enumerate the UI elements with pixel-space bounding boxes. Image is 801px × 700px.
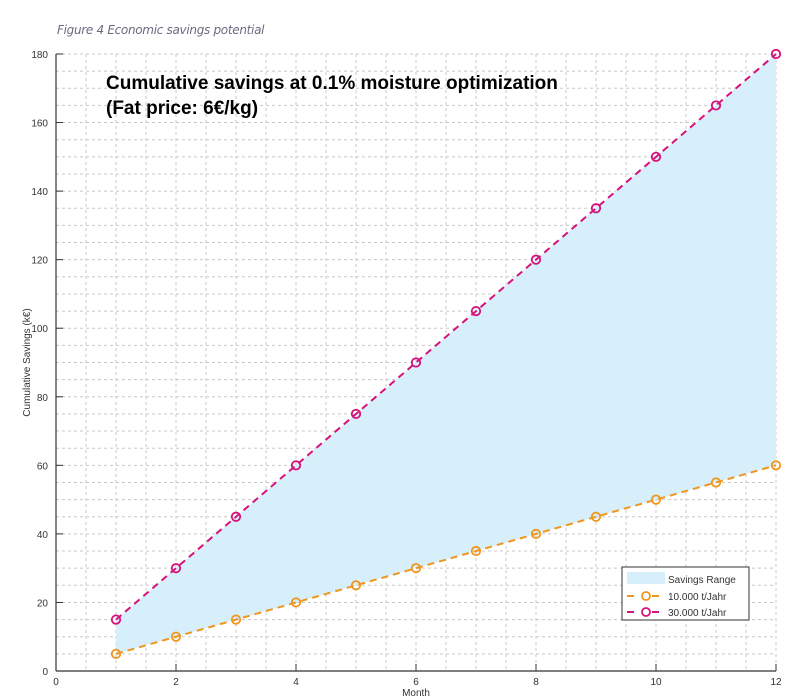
- y-tick-label: 20: [37, 598, 49, 609]
- data-point: [110, 614, 122, 625]
- data-point: [350, 408, 362, 420]
- data-point: [650, 151, 662, 162]
- data-point: [590, 511, 602, 522]
- data-point: [530, 528, 542, 539]
- data-point: [350, 580, 362, 591]
- legend-marker: [641, 591, 651, 601]
- y-tick-label: 140: [31, 187, 48, 198]
- data-point: [650, 494, 662, 505]
- legend-label: 10.000 t/Jahr: [668, 592, 727, 603]
- x-tick-label: 0: [53, 677, 59, 688]
- y-tick-label: 100: [31, 324, 48, 335]
- x-tick-label: 10: [650, 677, 662, 688]
- chart-subtitle: (Fat price: 6€/kg): [106, 98, 258, 119]
- y-tick-label: 40: [37, 530, 49, 541]
- data-point: [170, 631, 182, 642]
- x-tick-label: 6: [413, 677, 419, 688]
- data-point: [230, 511, 242, 522]
- data-point: [470, 545, 482, 557]
- data-point: [410, 357, 422, 368]
- legend-label: Savings Range: [668, 575, 736, 586]
- y-tick-label: 160: [31, 119, 48, 130]
- y-tick-label: 180: [31, 50, 48, 61]
- data-point: [590, 203, 602, 214]
- legend-label: 30.000 t/Jahr: [668, 608, 727, 619]
- x-tick-label: 12: [770, 677, 782, 688]
- y-tick-label: 120: [31, 256, 48, 267]
- savings-range-area: [116, 54, 776, 654]
- y-axis-label: Cumulative Savings (k€): [22, 308, 33, 416]
- data-point: [230, 614, 242, 625]
- data-point: [770, 48, 782, 60]
- data-point: [290, 460, 302, 471]
- x-axis-label: Month: [402, 688, 430, 699]
- x-tick-label: 4: [293, 677, 299, 688]
- data-point: [170, 563, 182, 574]
- data-point: [410, 563, 422, 574]
- y-tick-label: 80: [37, 393, 49, 404]
- x-tick-label: 2: [173, 677, 179, 688]
- data-point: [710, 100, 722, 111]
- series-line-0: [115, 464, 777, 655]
- y-tick-label: 60: [37, 461, 49, 472]
- data-point: [770, 460, 782, 471]
- chart-title: Cumulative savings at 0.1% moisture opti…: [106, 73, 558, 94]
- data-point: [290, 597, 302, 608]
- data-point: [710, 477, 722, 488]
- data-point: [530, 254, 542, 265]
- legend-marker: [641, 607, 651, 617]
- data-point: [110, 648, 122, 659]
- x-tick-label: 8: [533, 677, 539, 688]
- figure-caption: Figure 4 Economic savings potential: [57, 23, 265, 37]
- series-line-1: [115, 53, 777, 621]
- legend-swatch-fill: [627, 572, 665, 584]
- data-point: [470, 305, 482, 317]
- y-tick-label: 0: [42, 667, 48, 678]
